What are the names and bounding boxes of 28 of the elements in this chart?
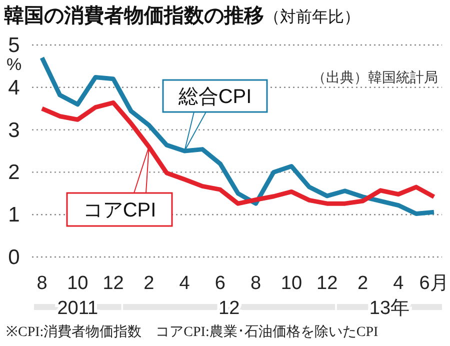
line-series	[40, 55, 436, 216]
series-label: 総合CPI	[177, 86, 252, 108]
y-tick-label: 4	[8, 76, 20, 100]
y-axis-title: %	[6, 55, 22, 74]
x-tick-label: 12	[316, 273, 338, 294]
text: 2011	[57, 298, 98, 319]
x-tick-label: 12	[102, 273, 124, 294]
y-tick-label: 1	[8, 204, 20, 227]
legend-label: コアCPI	[82, 200, 156, 222]
x-tick-label: 10	[280, 273, 302, 294]
text: 12	[218, 298, 240, 319]
x-tick-label: 8	[250, 273, 262, 294]
x-tick-label: 4	[393, 273, 404, 294]
x-tick-label: 8	[36, 273, 48, 294]
text: 13年	[369, 298, 410, 319]
annotation: （出典）韓国統計局	[312, 70, 438, 86]
y-tick-label: 0	[8, 246, 20, 269]
text: ※CPI:消費者物価指数 コアCPI:農業･石油価格を除いたCPI	[6, 324, 378, 340]
x-tick-label: 6	[214, 273, 226, 294]
x-tick-label: 2	[357, 273, 368, 294]
x-tick-label: 10	[67, 273, 88, 294]
y-tick-label: 5	[8, 34, 20, 57]
x-tick-label: 2	[144, 273, 154, 294]
y-tick-label: 2	[8, 161, 20, 184]
chart-subtitle: （対前年比）	[264, 8, 360, 26]
x-tick-label: 6月	[419, 273, 449, 294]
y-tick-label: 3	[8, 118, 20, 142]
x-tick-label: 4	[179, 273, 190, 294]
